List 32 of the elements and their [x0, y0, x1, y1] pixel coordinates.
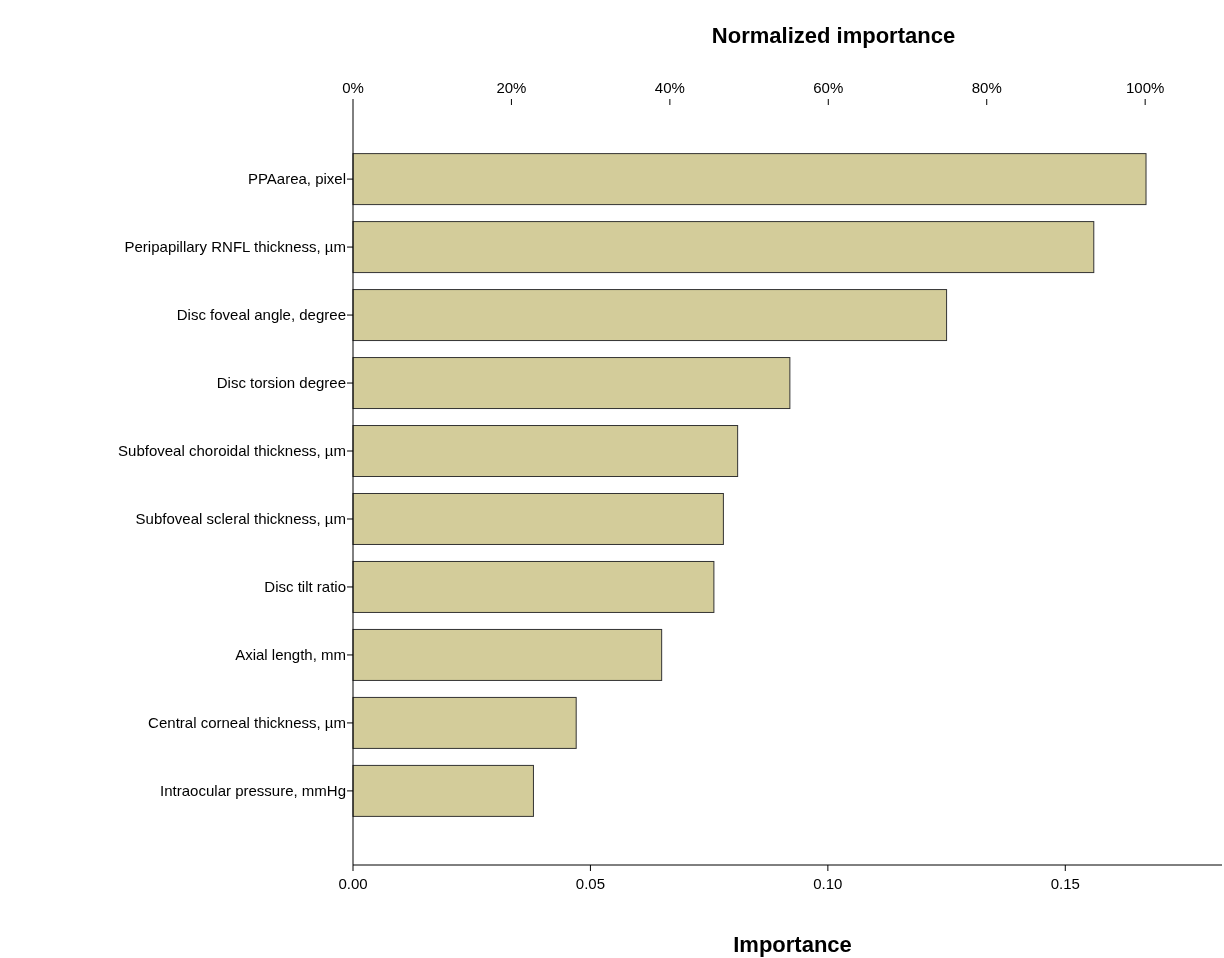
y-tick-label: Disc foveal angle, degree — [176, 306, 346, 324]
x-tick-label: 0.15 — [1050, 875, 1080, 892]
bar — [352, 221, 1095, 274]
bar — [352, 560, 715, 613]
y-tick-label: Disc tilt ratio — [264, 577, 346, 595]
y-tick-label: Subfoveal scleral thickness, µm — [135, 509, 346, 527]
bar — [352, 493, 724, 545]
y-tick-label: PPAarea, pixel — [247, 170, 346, 188]
bar — [352, 357, 791, 410]
x2-tick-label: 100% — [1125, 79, 1165, 96]
x2-axis-title: Normalized importance — [711, 23, 956, 48]
x2-tick-label: 0% — [342, 79, 364, 96]
x-axis-title: Importance — [733, 932, 852, 957]
y-tick-label: Central corneal thickness, µm — [148, 713, 346, 731]
y-tick-label: Intraocular pressure, mmHg — [160, 781, 346, 799]
y-tick-label: Subfoveal choroidal thickness, µm — [118, 442, 346, 460]
x2-tick-label: 20% — [496, 79, 527, 96]
x-tick-label: 0.10 — [813, 875, 843, 892]
y-tick-label: Disc torsion degree — [216, 374, 346, 392]
y-tick-label: Peripapillary RNFL thickness, µm — [124, 238, 346, 256]
x-tick-label: 0.00 — [338, 875, 368, 892]
x2-tick-label: 60% — [813, 79, 844, 96]
bar — [352, 628, 663, 681]
bar — [352, 425, 739, 477]
y-tick-label: Axial length, mm — [235, 645, 346, 663]
bar — [352, 153, 1147, 206]
bar — [352, 289, 948, 342]
x2-tick-label: 40% — [654, 79, 685, 96]
x-tick-label: 0.05 — [575, 875, 606, 892]
bar — [352, 764, 534, 817]
bar — [352, 696, 577, 749]
x2-tick-label: 80% — [971, 79, 1002, 96]
